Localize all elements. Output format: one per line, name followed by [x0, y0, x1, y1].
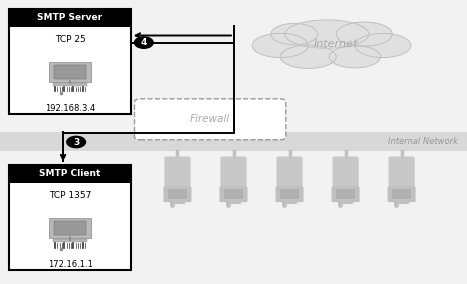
FancyBboxPatch shape [9, 165, 131, 183]
FancyBboxPatch shape [336, 189, 355, 199]
Ellipse shape [271, 24, 318, 45]
FancyBboxPatch shape [53, 239, 87, 242]
FancyBboxPatch shape [392, 189, 411, 199]
Ellipse shape [285, 20, 369, 48]
FancyBboxPatch shape [388, 186, 416, 202]
Ellipse shape [329, 46, 381, 68]
Text: 172.16.1.1: 172.16.1.1 [48, 260, 92, 269]
FancyBboxPatch shape [276, 156, 303, 187]
FancyBboxPatch shape [134, 99, 286, 140]
FancyBboxPatch shape [332, 186, 360, 202]
FancyBboxPatch shape [389, 156, 415, 187]
Text: Internet: Internet [314, 39, 359, 49]
Text: Internal Network: Internal Network [388, 137, 458, 146]
FancyBboxPatch shape [53, 83, 87, 86]
FancyBboxPatch shape [163, 186, 191, 202]
FancyBboxPatch shape [9, 165, 131, 270]
Circle shape [67, 136, 85, 148]
FancyBboxPatch shape [49, 218, 91, 238]
Text: SMTP Client: SMTP Client [39, 170, 101, 178]
FancyBboxPatch shape [54, 65, 86, 79]
Text: TCP 1357: TCP 1357 [49, 191, 91, 201]
FancyBboxPatch shape [49, 62, 91, 82]
FancyBboxPatch shape [54, 221, 86, 235]
Ellipse shape [280, 45, 336, 68]
FancyBboxPatch shape [224, 189, 243, 199]
Text: 4: 4 [141, 38, 147, 47]
Ellipse shape [355, 34, 411, 58]
FancyBboxPatch shape [219, 186, 248, 202]
FancyBboxPatch shape [276, 186, 304, 202]
FancyBboxPatch shape [164, 156, 191, 187]
FancyBboxPatch shape [333, 156, 359, 187]
Text: Firewall: Firewall [190, 114, 230, 124]
Ellipse shape [252, 34, 308, 58]
Text: TCP 25: TCP 25 [55, 35, 85, 44]
FancyBboxPatch shape [9, 9, 131, 27]
Text: 192.168.3.4: 192.168.3.4 [45, 104, 95, 113]
FancyBboxPatch shape [280, 189, 299, 199]
Text: 3: 3 [73, 137, 79, 147]
FancyBboxPatch shape [220, 156, 247, 187]
Text: SMTP Server: SMTP Server [37, 13, 103, 22]
Circle shape [134, 37, 153, 48]
FancyBboxPatch shape [168, 189, 187, 199]
Bar [0, 132, 467, 151]
FancyBboxPatch shape [9, 9, 131, 114]
Ellipse shape [336, 22, 392, 46]
